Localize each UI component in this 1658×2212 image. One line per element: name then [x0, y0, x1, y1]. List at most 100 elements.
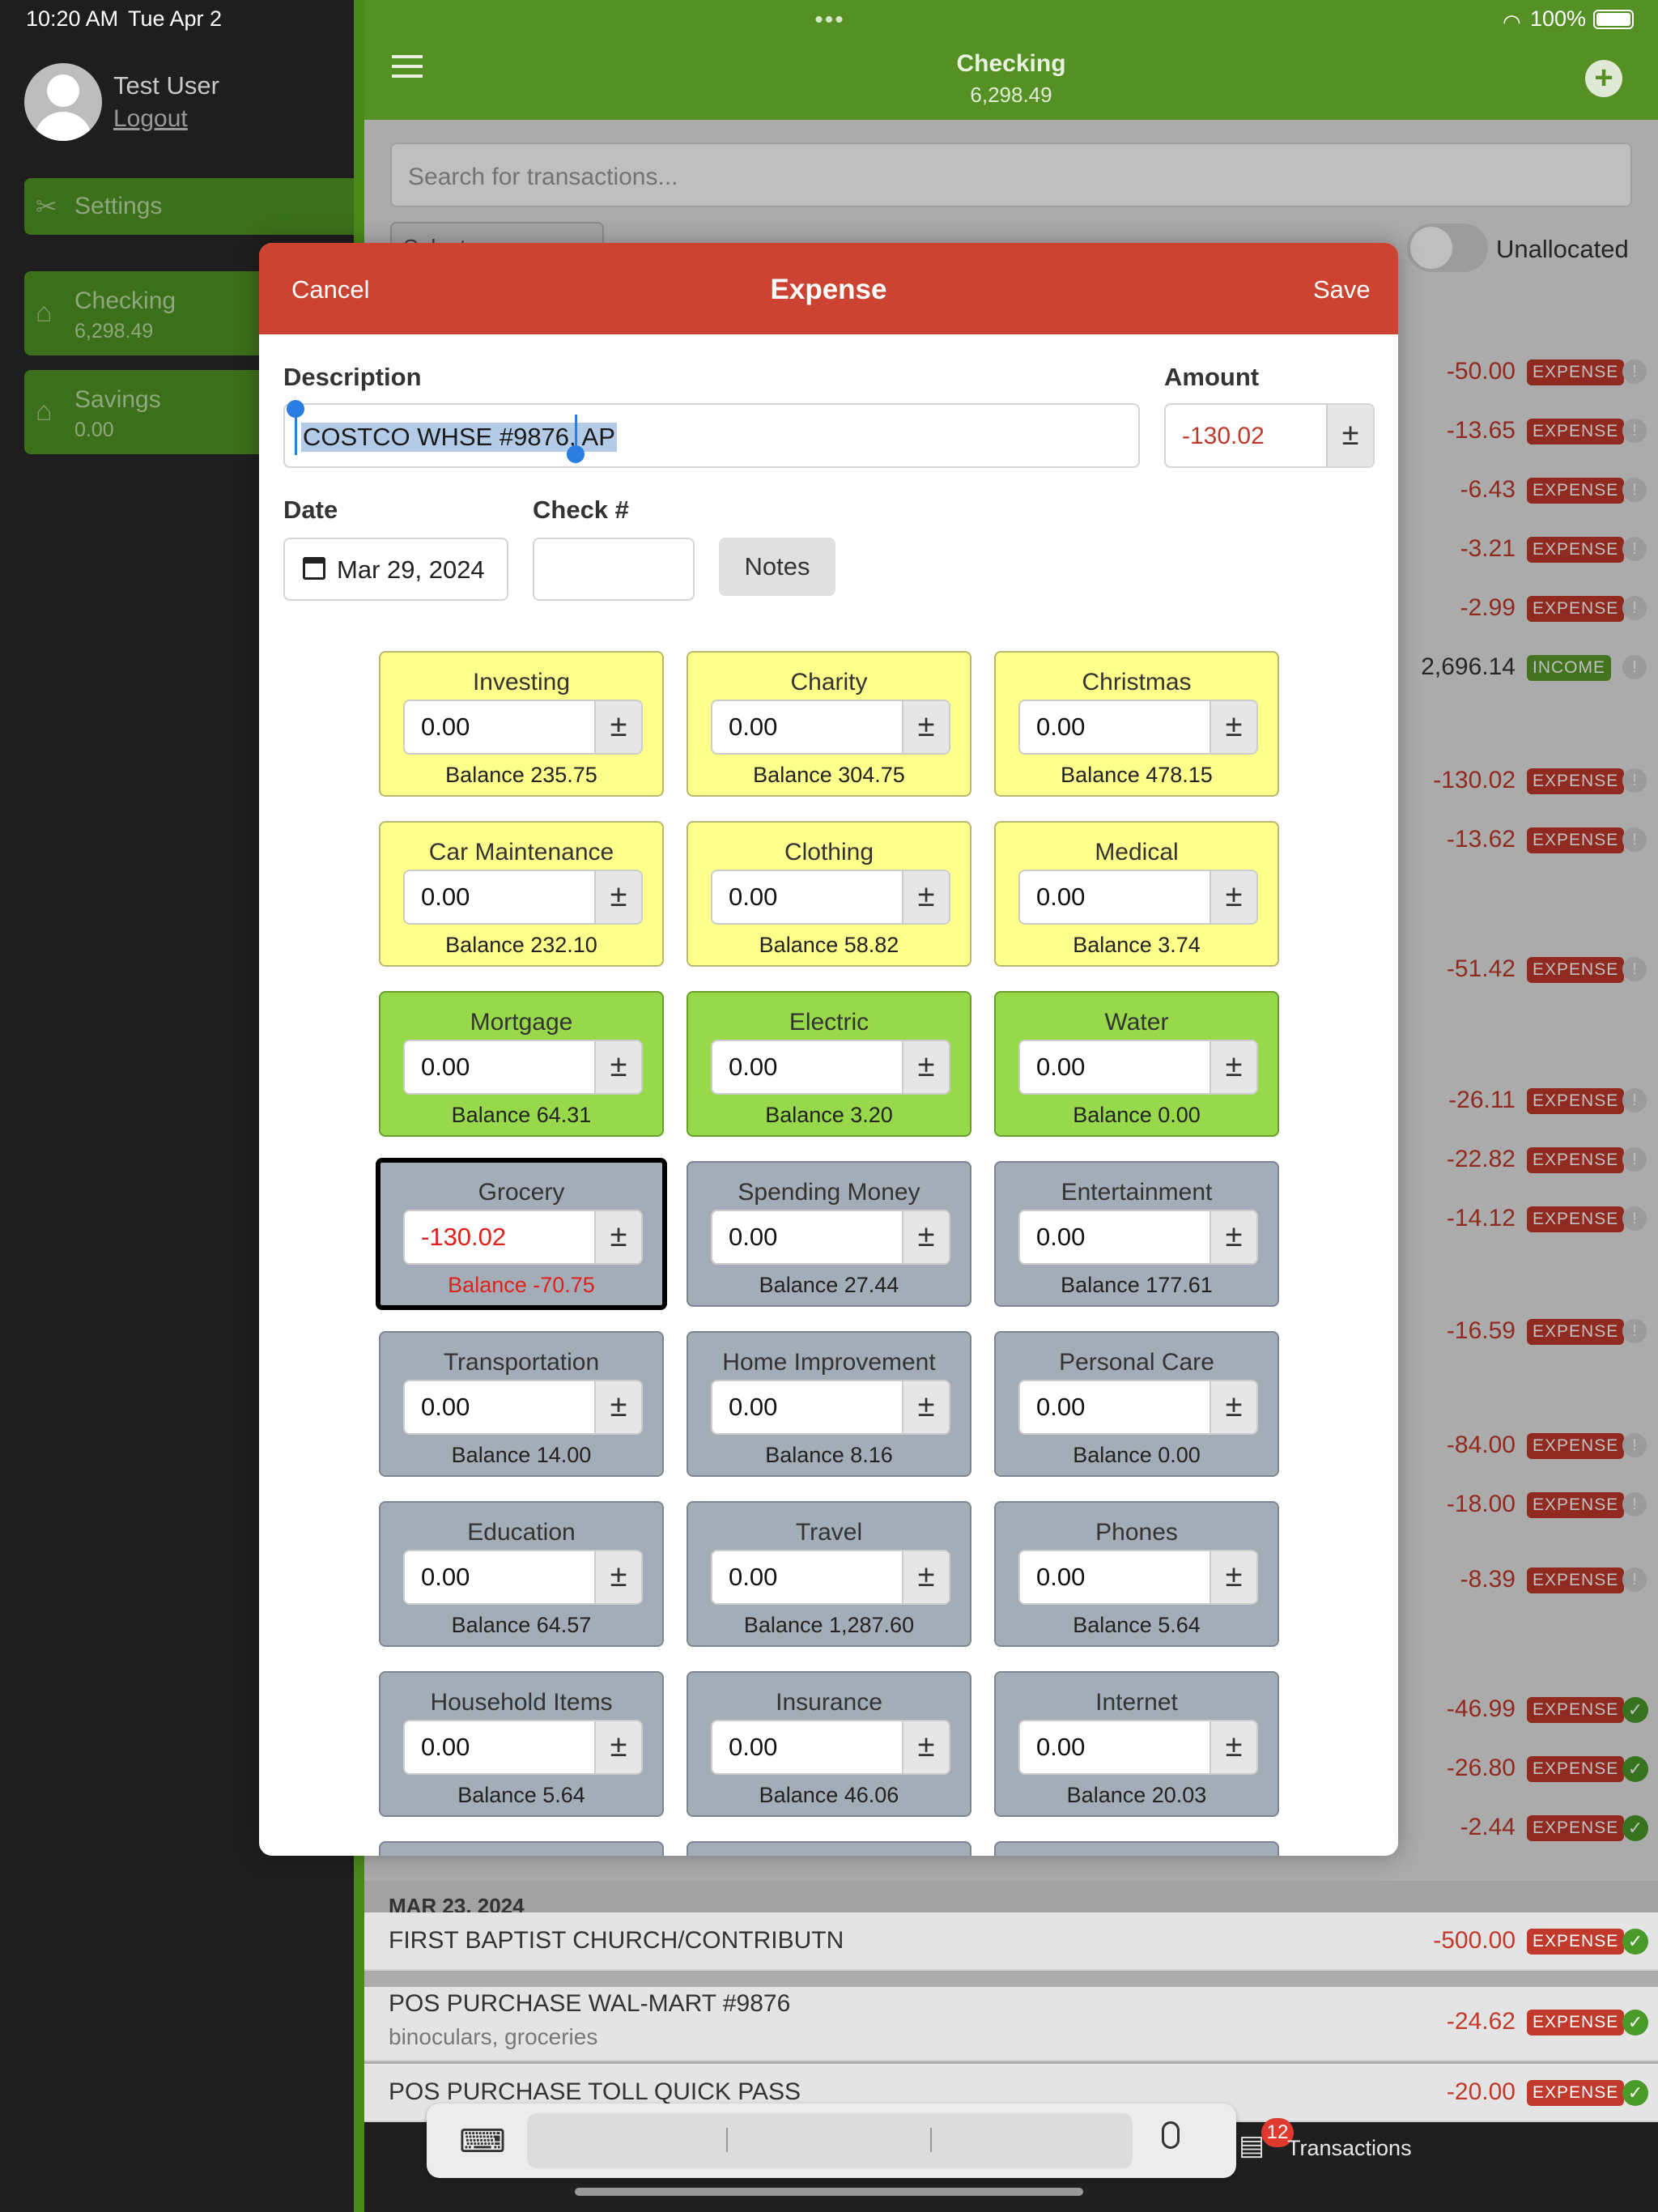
- category-card-car-maintenance[interactable]: Car Maintenance 0.00 ± Balance 232.10: [379, 821, 664, 967]
- category-card-water[interactable]: Water 0.00 ± Balance 0.00: [994, 991, 1279, 1137]
- info-icon[interactable]: !: [1622, 596, 1647, 620]
- category-amount-input[interactable]: 0.00 ±: [1018, 1040, 1258, 1095]
- info-icon[interactable]: !: [1622, 1147, 1647, 1172]
- category-card-electric[interactable]: Electric 0.00 ± Balance 3.20: [687, 991, 971, 1137]
- date-field[interactable]: Mar 29, 2024: [283, 538, 508, 601]
- transaction-row[interactable]: FIRST BAPTIST CHURCH/CONTRIBUTN -500.00 EX…: [364, 1912, 1658, 1971]
- category-card-transportation[interactable]: Transportation 0.00 ± Balance 14.00: [379, 1331, 664, 1477]
- category-card-insurance[interactable]: Insurance 0.00 ± Balance 46.06: [687, 1671, 971, 1817]
- plus-minus-button[interactable]: ±: [594, 1551, 641, 1603]
- selection-handle-start[interactable]: [287, 400, 304, 418]
- category-card-partial[interactable]: [994, 1841, 1279, 1856]
- info-icon[interactable]: !: [1622, 1568, 1647, 1592]
- info-icon[interactable]: !: [1622, 419, 1647, 443]
- multitask-dots-icon[interactable]: •••: [814, 6, 845, 33]
- info-icon[interactable]: !: [1622, 478, 1647, 502]
- category-amount-input[interactable]: 0.00 ±: [711, 1720, 950, 1775]
- check-number-field[interactable]: [533, 538, 695, 601]
- info-icon[interactable]: !: [1622, 655, 1647, 679]
- notes-button[interactable]: Notes: [719, 538, 835, 596]
- plus-minus-button[interactable]: ±: [1209, 701, 1256, 753]
- info-icon[interactable]: !: [1622, 1088, 1647, 1112]
- microphone-icon[interactable]: [1162, 2121, 1180, 2149]
- settings-button[interactable]: ✂ Settings: [24, 178, 364, 235]
- description-field[interactable]: COSTCO WHSE #9876, AP: [283, 400, 1140, 468]
- cleared-check-icon[interactable]: ✓: [1622, 1756, 1648, 1782]
- add-transaction-icon[interactable]: +: [1585, 60, 1622, 97]
- category-card-travel[interactable]: Travel 0.00 ± Balance 1,287.60: [687, 1501, 971, 1647]
- save-button[interactable]: Save: [1313, 275, 1371, 304]
- selection-handle-end[interactable]: [567, 445, 585, 463]
- cleared-check-icon[interactable]: ✓: [1622, 1815, 1648, 1841]
- category-amount-input[interactable]: 0.00 ±: [403, 1380, 643, 1435]
- plus-minus-button[interactable]: ±: [902, 1721, 949, 1773]
- category-amount-input[interactable]: 0.00 ±: [711, 870, 950, 925]
- avatar[interactable]: [24, 63, 102, 141]
- category-card-christmas[interactable]: Christmas 0.00 ± Balance 478.15: [994, 651, 1279, 797]
- info-icon[interactable]: !: [1622, 1433, 1647, 1457]
- category-amount-input[interactable]: 0.00 ±: [711, 1210, 950, 1265]
- category-card-medical[interactable]: Medical 0.00 ± Balance 3.74: [994, 821, 1279, 967]
- category-card-spending-money[interactable]: Spending Money 0.00 ± Balance 27.44: [687, 1161, 971, 1307]
- category-amount-input[interactable]: 0.00 ±: [711, 1550, 950, 1605]
- category-amount-input[interactable]: 0.00 ±: [711, 1040, 950, 1095]
- category-card-grocery[interactable]: Grocery -130.02 ± Balance -70.75: [376, 1158, 667, 1310]
- category-amount-input[interactable]: 0.00 ±: [1018, 700, 1258, 755]
- plus-minus-button[interactable]: ±: [902, 871, 949, 923]
- category-card-charity[interactable]: Charity 0.00 ± Balance 304.75: [687, 651, 971, 797]
- category-card-household-items[interactable]: Household Items 0.00 ± Balance 5.64: [379, 1671, 664, 1817]
- plus-minus-button[interactable]: ±: [902, 701, 949, 753]
- search-input[interactable]: Search for transactions...: [390, 143, 1632, 207]
- info-icon[interactable]: !: [1622, 1206, 1647, 1231]
- category-card-internet[interactable]: Internet 0.00 ± Balance 20.03: [994, 1671, 1279, 1817]
- category-card-partial[interactable]: [379, 1841, 664, 1856]
- cleared-check-icon[interactable]: ✓: [1622, 1697, 1648, 1723]
- category-card-education[interactable]: Education 0.00 ± Balance 64.57: [379, 1501, 664, 1647]
- category-amount-input[interactable]: 0.00 ±: [1018, 1720, 1258, 1775]
- info-icon[interactable]: !: [1622, 359, 1647, 384]
- home-indicator[interactable]: [575, 2188, 1083, 2196]
- info-icon[interactable]: !: [1622, 768, 1647, 793]
- plus-minus-button[interactable]: ±: [902, 1551, 949, 1603]
- plus-minus-button[interactable]: ±: [1209, 1551, 1256, 1603]
- plus-minus-button[interactable]: ±: [1209, 871, 1256, 923]
- info-icon[interactable]: !: [1622, 1492, 1647, 1516]
- category-amount-input[interactable]: 0.00 ±: [1018, 1380, 1258, 1435]
- category-amount-input[interactable]: 0.00 ±: [403, 1720, 643, 1775]
- plus-minus-button[interactable]: ±: [1209, 1381, 1256, 1433]
- category-amount-input[interactable]: 0.00 ±: [1018, 1210, 1258, 1265]
- info-icon[interactable]: !: [1622, 957, 1647, 981]
- plus-minus-button[interactable]: ±: [594, 871, 641, 923]
- category-card-phones[interactable]: Phones 0.00 ± Balance 5.64: [994, 1501, 1279, 1647]
- amount-plus-minus-button[interactable]: ±: [1326, 405, 1373, 466]
- category-card-home-improvement[interactable]: Home Improvement 0.00 ± Balance 8.16: [687, 1331, 971, 1477]
- category-amount-input[interactable]: 0.00 ±: [403, 1040, 643, 1095]
- category-card-partial[interactable]: [687, 1841, 971, 1856]
- keyboard-icon[interactable]: ⌨: [459, 2124, 506, 2159]
- unallocated-toggle[interactable]: [1407, 223, 1488, 272]
- plus-minus-button[interactable]: ±: [594, 1041, 641, 1093]
- plus-minus-button[interactable]: ±: [902, 1381, 949, 1433]
- category-card-investing[interactable]: Investing 0.00 ± Balance 235.75: [379, 651, 664, 797]
- cleared-check-icon[interactable]: ✓: [1622, 2010, 1648, 2035]
- tab-transactions[interactable]: ▤ 12 Transactions: [1231, 2104, 1658, 2178]
- plus-minus-button[interactable]: ±: [902, 1211, 949, 1263]
- plus-minus-button[interactable]: ±: [902, 1041, 949, 1093]
- category-card-entertainment[interactable]: Entertainment 0.00 ± Balance 177.61: [994, 1161, 1279, 1307]
- category-amount-input[interactable]: -130.02 ±: [403, 1210, 643, 1265]
- category-amount-input[interactable]: 0.00 ±: [1018, 870, 1258, 925]
- plus-minus-button[interactable]: ±: [594, 1381, 641, 1433]
- amount-field[interactable]: -130.02 ±: [1164, 403, 1375, 468]
- predictive-text-bar[interactable]: [527, 2113, 1133, 2168]
- info-icon[interactable]: !: [1622, 827, 1647, 852]
- cancel-button[interactable]: Cancel: [291, 275, 370, 304]
- plus-minus-button[interactable]: ±: [1209, 1211, 1256, 1263]
- category-amount-input[interactable]: 0.00 ±: [1018, 1550, 1258, 1605]
- info-icon[interactable]: !: [1622, 1319, 1647, 1343]
- logout-link[interactable]: Logout: [113, 105, 188, 132]
- category-amount-input[interactable]: 0.00 ±: [403, 1550, 643, 1605]
- plus-minus-button[interactable]: ±: [1209, 1041, 1256, 1093]
- category-amount-input[interactable]: 0.00 ±: [403, 870, 643, 925]
- category-card-personal-care[interactable]: Personal Care 0.00 ± Balance 0.00: [994, 1331, 1279, 1477]
- plus-minus-button[interactable]: ±: [594, 701, 641, 753]
